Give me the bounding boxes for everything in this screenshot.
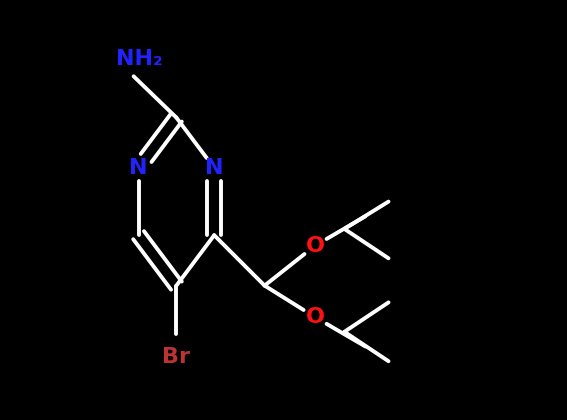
- Text: N: N: [205, 158, 223, 178]
- Text: O: O: [306, 307, 324, 327]
- Text: NH₂: NH₂: [116, 49, 162, 69]
- Text: Br: Br: [162, 347, 191, 367]
- Text: O: O: [306, 236, 324, 256]
- Text: N: N: [129, 158, 148, 178]
